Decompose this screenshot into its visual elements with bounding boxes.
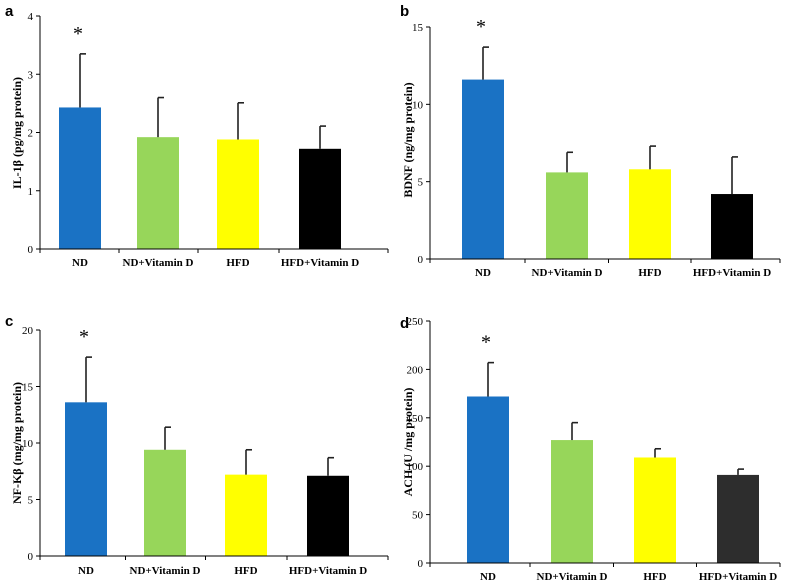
significance-asterisk: * — [73, 23, 83, 45]
y-tick-label: 100 — [407, 461, 424, 473]
significance-asterisk: * — [79, 326, 89, 348]
panel-a-chart: a IL-1β (pg/mg protein) 0 1 2 3 4 ND ND+Vitami… — [5, 3, 389, 269]
y-tick-label: 15 — [412, 22, 424, 34]
y-tick-label: 5 — [418, 177, 424, 189]
bar — [59, 107, 101, 249]
panel-letter: c — [5, 313, 13, 330]
bar — [307, 475, 349, 556]
panel-c-chart: c NF-Kβ (mg/mg protein) 0 5 10 15 20 ND ND+Vit… — [5, 313, 389, 577]
x-category-label: ND — [475, 267, 491, 279]
y-tick-label: 2 — [28, 128, 34, 140]
bar — [551, 440, 593, 563]
x-category-label: HFD+Vitamin D — [693, 267, 771, 279]
bar — [217, 139, 259, 249]
bar — [299, 148, 341, 249]
x-category-label: HFD+Vitamin D — [281, 257, 359, 269]
panel-d-chart: d ACH (U /mg protein) 0 50 100 150 200 250 ND N… — [400, 315, 781, 583]
y-axis-label: ACH (U /mg protein) — [401, 388, 415, 497]
bar — [467, 396, 509, 563]
y-tick-label: 0 — [28, 551, 34, 563]
x-category-label: ND — [480, 571, 496, 583]
x-category-label: HFD — [638, 267, 661, 279]
x-category-label: HFD — [226, 257, 249, 269]
y-tick-label: 0 — [418, 254, 424, 266]
y-tick-label: 4 — [28, 11, 34, 23]
panel-letter: d — [400, 315, 409, 332]
y-tick-label: 15 — [22, 382, 34, 394]
y-tick-label: 0 — [418, 558, 424, 570]
y-tick-label: 1 — [28, 186, 34, 198]
y-tick-label: 10 — [22, 438, 34, 450]
y-tick-label: 250 — [407, 316, 424, 328]
bar — [634, 457, 676, 563]
significance-asterisk: * — [476, 16, 486, 38]
y-axis-label: BDNF (ng/mg protein) — [401, 82, 415, 197]
y-tick-label: 0 — [28, 244, 34, 256]
bar — [629, 169, 671, 259]
bar — [137, 137, 179, 249]
x-category-label: ND — [78, 565, 94, 577]
x-category-label: ND+Vitamin D — [532, 267, 603, 279]
x-category-label: HFD+Vitamin D — [699, 571, 777, 583]
y-tick-label: 3 — [28, 69, 34, 81]
significance-asterisk: * — [481, 332, 491, 354]
y-axis-label: IL-1β (pg/mg protein) — [10, 77, 24, 189]
bar — [65, 402, 107, 556]
bar — [144, 449, 186, 556]
x-category-label: ND — [72, 257, 88, 269]
x-category-label: HFD — [643, 571, 666, 583]
x-category-label: ND+Vitamin D — [537, 571, 608, 583]
bar — [711, 194, 753, 259]
bar — [717, 474, 759, 563]
panel-letter: a — [5, 3, 14, 20]
y-tick-label: 5 — [28, 495, 34, 507]
y-axis-label: NF-Kβ (mg/mg protein) — [10, 382, 24, 504]
y-tick-label: 200 — [407, 364, 424, 376]
y-tick-label: 150 — [407, 413, 424, 425]
y-tick-label: 20 — [22, 325, 34, 337]
bar — [462, 79, 504, 259]
y-tick-label: 10 — [412, 99, 424, 111]
x-category-label: ND+Vitamin D — [130, 565, 201, 577]
bar — [546, 172, 588, 259]
x-category-label: HFD+Vitamin D — [289, 565, 367, 577]
panel-letter: b — [400, 3, 409, 20]
panel-b-chart: b BDNF (ng/mg protein) 0 5 10 15 ND ND+Vitami… — [400, 3, 781, 279]
x-category-label: ND+Vitamin D — [123, 257, 194, 269]
y-tick-label: 50 — [412, 510, 424, 522]
x-category-label: HFD — [234, 565, 257, 577]
bar — [225, 474, 267, 556]
